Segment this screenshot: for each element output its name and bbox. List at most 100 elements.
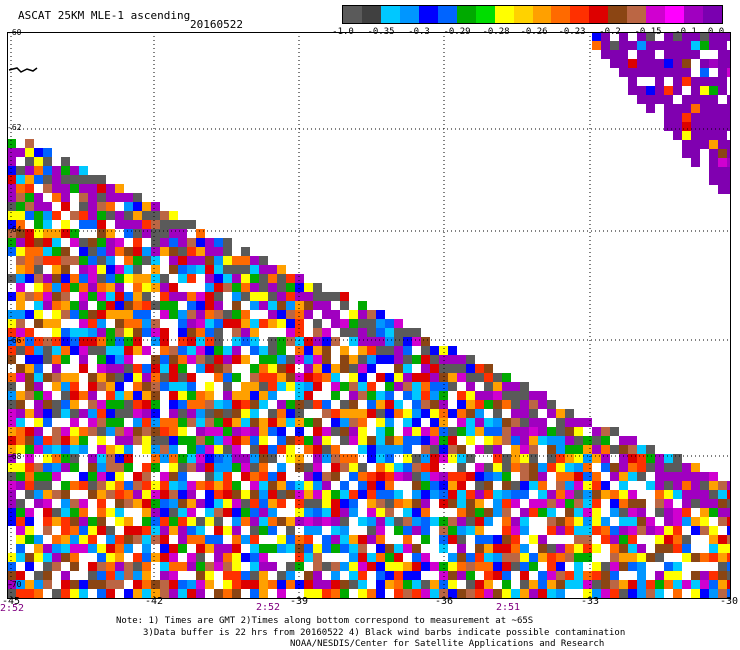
- wind-cell: [727, 140, 731, 149]
- wind-cell: [403, 346, 412, 355]
- wind-cell: [79, 211, 88, 220]
- wind-cell: [106, 553, 115, 562]
- wind-cell: [61, 166, 70, 175]
- wind-cell: [565, 418, 574, 427]
- wind-cell: [106, 418, 115, 427]
- wind-cell: [169, 373, 178, 382]
- wind-cell: [484, 418, 493, 427]
- wind-cell: [655, 472, 664, 481]
- wind-cell: [682, 481, 691, 490]
- wind-cell: [160, 427, 169, 436]
- wind-cell: [466, 364, 475, 373]
- wind-cell: [151, 211, 160, 220]
- wind-cell: [349, 364, 358, 373]
- wind-cell: [385, 463, 394, 472]
- wind-cell: [277, 535, 286, 544]
- wind-cell: [331, 463, 340, 472]
- wind-cell: [691, 113, 700, 122]
- wind-cell: [511, 526, 520, 535]
- wind-cell: [25, 337, 34, 346]
- wind-cell: [151, 517, 160, 526]
- wind-cell: [277, 283, 286, 292]
- wind-cell: [520, 409, 529, 418]
- wind-cell: [259, 490, 268, 499]
- wind-cell: [250, 409, 259, 418]
- wind-cell: [484, 481, 493, 490]
- wind-cell: [682, 113, 691, 122]
- wind-cell: [97, 427, 106, 436]
- wind-cell: [34, 490, 43, 499]
- wind-cell: [286, 571, 295, 580]
- wind-cell: [385, 454, 394, 463]
- wind-cell: [403, 544, 412, 553]
- wind-cell: [250, 562, 259, 571]
- wind-cell: [232, 526, 241, 535]
- wind-cell: [718, 86, 727, 95]
- wind-cell: [43, 508, 52, 517]
- wind-cell: [88, 409, 97, 418]
- wind-cell: [196, 364, 205, 373]
- wind-cell: [493, 373, 502, 382]
- wind-cell: [340, 481, 349, 490]
- wind-cell: [691, 517, 700, 526]
- wind-cell: [61, 283, 70, 292]
- wind-cell: [358, 409, 367, 418]
- wind-cell: [664, 490, 673, 499]
- wind-cell: [331, 382, 340, 391]
- wind-cell: [25, 382, 34, 391]
- wind-cell: [142, 220, 151, 229]
- wind-cell: [88, 373, 97, 382]
- wind-cell: [700, 131, 709, 140]
- wind-cell: [295, 274, 304, 283]
- wind-cell: [277, 355, 286, 364]
- wind-cell: [700, 59, 709, 68]
- wind-cell: [358, 364, 367, 373]
- wind-cell: [592, 544, 601, 553]
- wind-cell: [691, 86, 700, 95]
- wind-cell: [250, 274, 259, 283]
- wind-cell: [619, 535, 628, 544]
- wind-cell: [232, 445, 241, 454]
- wind-cell: [709, 104, 718, 113]
- wind-cell: [79, 364, 88, 373]
- wind-cell: [124, 202, 133, 211]
- wind-cell: [484, 445, 493, 454]
- wind-cell: [340, 580, 349, 589]
- wind-cell: [88, 463, 97, 472]
- wind-cell: [538, 463, 547, 472]
- wind-cell: [718, 122, 727, 131]
- wind-cell: [178, 328, 187, 337]
- wind-cell: [655, 86, 664, 95]
- wind-cell: [502, 418, 511, 427]
- wind-cell: [25, 535, 34, 544]
- wind-cell: [682, 50, 691, 59]
- wind-cell: [205, 427, 214, 436]
- wind-cell: [187, 562, 196, 571]
- wind-cell: [115, 364, 124, 373]
- wind-cell: [79, 355, 88, 364]
- wind-cell: [466, 499, 475, 508]
- wind-cell: [97, 571, 106, 580]
- wind-cell: [61, 346, 70, 355]
- wind-cell: [250, 382, 259, 391]
- wind-cell: [421, 445, 430, 454]
- wind-cell: [43, 355, 52, 364]
- wind-cell: [124, 400, 133, 409]
- wind-cell: [331, 445, 340, 454]
- wind-cell: [133, 220, 142, 229]
- wind-cell: [682, 499, 691, 508]
- wind-cell: [718, 131, 727, 140]
- wind-cell: [151, 337, 160, 346]
- wind-cell: [34, 373, 43, 382]
- wind-cell: [484, 508, 493, 517]
- wind-cell: [232, 463, 241, 472]
- wind-cell: [97, 373, 106, 382]
- wind-cell: [574, 481, 583, 490]
- wind-cell: [646, 445, 655, 454]
- wind-cell: [322, 427, 331, 436]
- wind-cell: [79, 481, 88, 490]
- wind-cell: [574, 499, 583, 508]
- wind-cell: [691, 140, 700, 149]
- wind-cell: [169, 292, 178, 301]
- wind-cell: [7, 373, 16, 382]
